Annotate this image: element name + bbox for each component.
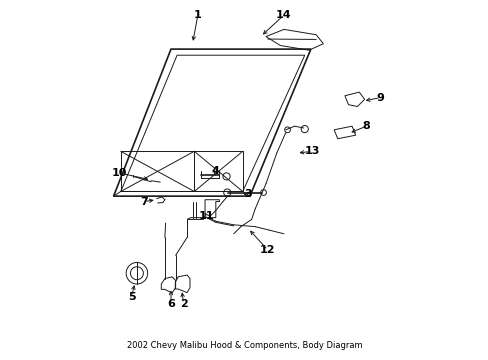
Text: 4: 4 bbox=[211, 166, 219, 176]
Text: 7: 7 bbox=[140, 197, 148, 207]
Text: 11: 11 bbox=[199, 211, 214, 221]
Text: 8: 8 bbox=[362, 121, 369, 131]
Text: 5: 5 bbox=[127, 292, 135, 302]
Text: 1: 1 bbox=[194, 10, 202, 20]
Text: 14: 14 bbox=[276, 10, 291, 20]
Text: 6: 6 bbox=[167, 299, 175, 309]
Text: 13: 13 bbox=[305, 146, 320, 156]
Text: 9: 9 bbox=[376, 93, 384, 103]
Text: 2002 Chevy Malibu Hood & Components, Body Diagram: 2002 Chevy Malibu Hood & Components, Bod… bbox=[126, 341, 362, 350]
Text: 3: 3 bbox=[244, 189, 251, 199]
Text: 10: 10 bbox=[111, 168, 126, 178]
Text: 12: 12 bbox=[260, 245, 275, 255]
Text: 2: 2 bbox=[179, 299, 187, 309]
